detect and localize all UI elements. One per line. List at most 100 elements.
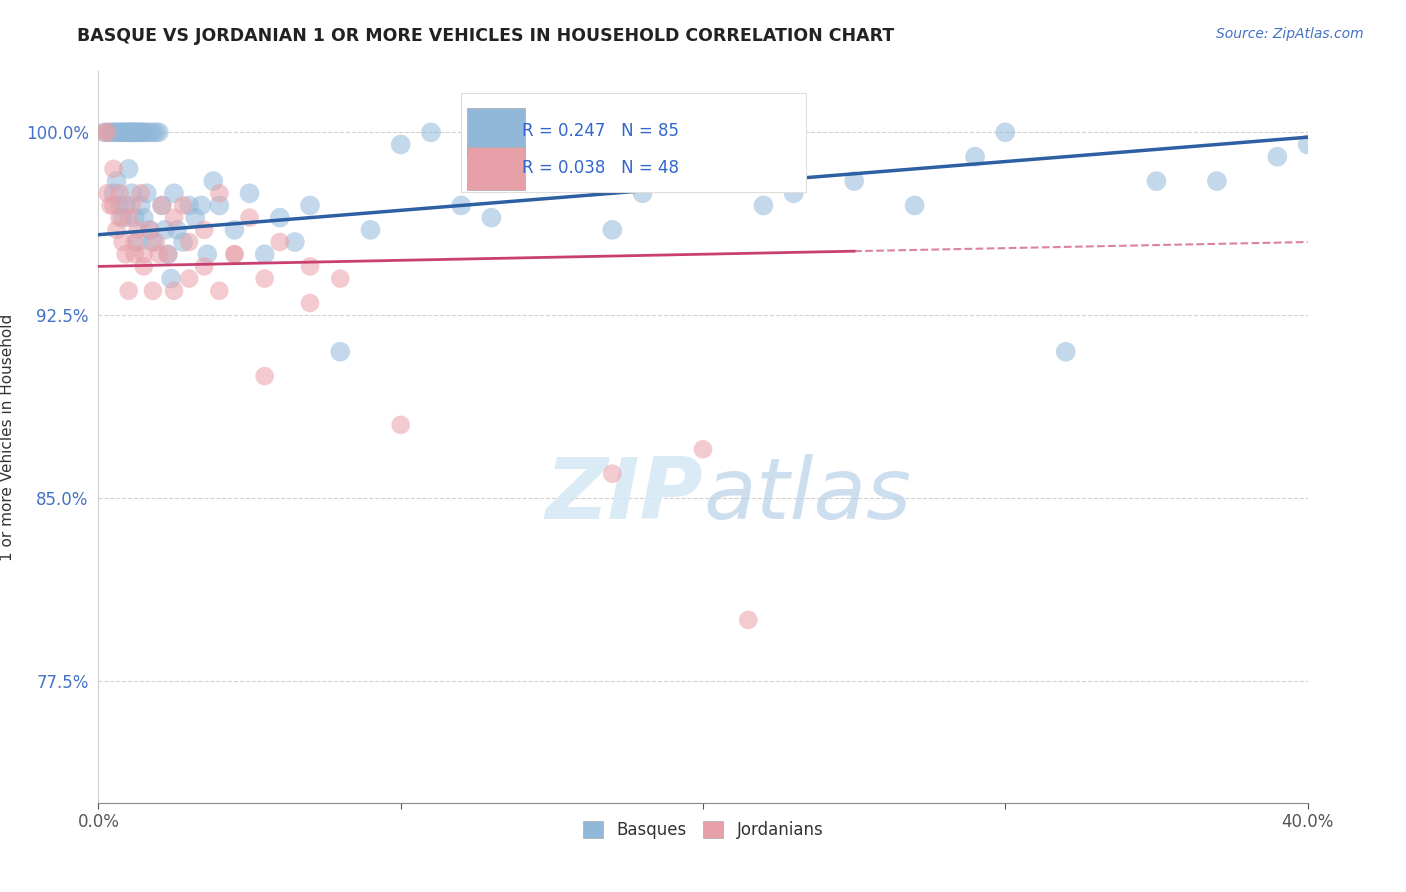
Point xyxy=(127,235,149,249)
Point xyxy=(129,125,152,139)
Point xyxy=(329,271,352,285)
Point xyxy=(111,125,134,139)
Point xyxy=(284,235,307,249)
Point xyxy=(163,186,186,201)
Point xyxy=(124,235,146,249)
Point xyxy=(124,247,146,261)
Point xyxy=(450,198,472,212)
Point xyxy=(96,125,118,139)
Point xyxy=(253,247,276,261)
Point xyxy=(269,235,291,249)
Point xyxy=(148,247,170,261)
Point xyxy=(135,125,157,139)
Point xyxy=(224,247,246,261)
Point xyxy=(139,223,162,237)
Point xyxy=(111,235,134,249)
Point xyxy=(118,284,141,298)
Point xyxy=(239,211,262,225)
Point xyxy=(105,223,128,237)
Point xyxy=(93,125,115,139)
Point xyxy=(783,186,806,201)
Point xyxy=(118,125,141,139)
Point xyxy=(193,223,215,237)
Point xyxy=(114,125,136,139)
Point xyxy=(166,223,188,237)
Point xyxy=(239,186,262,201)
Point xyxy=(540,174,562,188)
Point xyxy=(121,186,143,201)
Y-axis label: 1 or more Vehicles in Household: 1 or more Vehicles in Household xyxy=(0,313,14,561)
Point xyxy=(153,223,176,237)
Point xyxy=(481,211,503,225)
Point xyxy=(148,125,170,139)
Point xyxy=(172,198,194,212)
Point xyxy=(132,247,155,261)
Point xyxy=(1054,344,1077,359)
Point xyxy=(121,198,143,212)
Point xyxy=(108,186,131,201)
Point xyxy=(100,125,122,139)
Point xyxy=(208,284,231,298)
Point xyxy=(118,125,141,139)
Point xyxy=(139,125,162,139)
Point xyxy=(193,260,215,274)
Point xyxy=(142,125,165,139)
Point xyxy=(208,186,231,201)
Point xyxy=(114,125,136,139)
Point xyxy=(129,125,152,139)
Point xyxy=(224,247,246,261)
Point xyxy=(103,198,125,212)
Point xyxy=(127,223,149,237)
Point xyxy=(195,247,218,261)
Point xyxy=(602,467,624,481)
Point xyxy=(163,284,186,298)
Point xyxy=(108,211,131,225)
Point xyxy=(224,223,246,237)
Point xyxy=(202,174,225,188)
Point xyxy=(145,235,167,249)
FancyBboxPatch shape xyxy=(467,108,526,155)
Point xyxy=(100,198,122,212)
Point xyxy=(299,260,322,274)
Point xyxy=(132,211,155,225)
Point xyxy=(127,125,149,139)
Point xyxy=(208,198,231,212)
Point xyxy=(103,125,125,139)
Point xyxy=(132,125,155,139)
Point xyxy=(329,344,352,359)
Point xyxy=(121,125,143,139)
Point xyxy=(163,211,186,225)
Point xyxy=(108,125,131,139)
Point xyxy=(135,186,157,201)
FancyBboxPatch shape xyxy=(461,94,806,192)
Point xyxy=(179,271,201,285)
Point xyxy=(96,186,118,201)
Text: ZIP: ZIP xyxy=(546,454,703,537)
Point xyxy=(105,174,128,188)
Point xyxy=(150,198,173,212)
Point xyxy=(692,442,714,457)
Point xyxy=(1296,137,1319,152)
Point xyxy=(108,125,131,139)
Point xyxy=(299,296,322,310)
Point xyxy=(118,211,141,225)
Point xyxy=(631,186,654,201)
Point xyxy=(160,271,183,285)
Point xyxy=(111,125,134,139)
Point xyxy=(602,223,624,237)
Point xyxy=(389,417,412,432)
Point xyxy=(156,247,179,261)
Point xyxy=(105,125,128,139)
Point xyxy=(179,198,201,212)
Point xyxy=(190,198,212,212)
Point xyxy=(299,198,322,212)
Point xyxy=(253,271,276,285)
Point xyxy=(752,198,775,212)
Point xyxy=(103,125,125,139)
Point xyxy=(142,284,165,298)
Point xyxy=(114,198,136,212)
Point xyxy=(179,235,201,249)
Point xyxy=(172,235,194,249)
Text: R = 0.247   N = 85: R = 0.247 N = 85 xyxy=(522,122,679,140)
Point xyxy=(389,137,412,152)
